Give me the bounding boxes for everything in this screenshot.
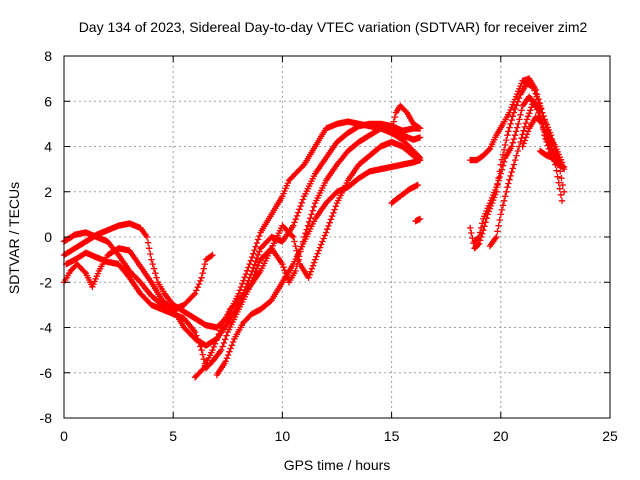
data-series — [60, 75, 568, 381]
x-tick-label: 15 — [384, 428, 400, 444]
y-tick-label: 6 — [44, 93, 52, 109]
y-axis-title: SDTVAR / TECUs — [6, 182, 22, 294]
chart-title: Day 134 of 2023, Sidereal Day-to-day VTE… — [79, 19, 588, 35]
data-point-markers — [412, 215, 424, 225]
y-tick-label: -2 — [40, 274, 53, 290]
data-point-markers — [213, 156, 424, 379]
data-point-markers — [519, 113, 563, 166]
y-tick-label: -6 — [40, 365, 53, 381]
x-axis-title: GPS time / hours — [284, 457, 391, 473]
series-6 — [388, 181, 421, 207]
x-tick-label: 10 — [275, 428, 291, 444]
series-7 — [388, 102, 424, 134]
series-13 — [519, 113, 563, 166]
x-tick-label: 25 — [602, 428, 618, 444]
y-tick-label: 2 — [44, 184, 52, 200]
data-point-markers — [388, 102, 424, 134]
plot-frame — [63, 55, 611, 419]
data-point-markers — [388, 181, 421, 207]
data-point-markers — [536, 147, 568, 173]
x-tick-label: 5 — [169, 428, 177, 444]
series-5 — [213, 156, 424, 379]
y-tick-label: 8 — [44, 48, 52, 64]
y-tick-label: -8 — [40, 410, 53, 426]
y-tick-label: 4 — [44, 139, 52, 155]
series-8 — [412, 215, 424, 225]
x-tick-label: 0 — [60, 428, 68, 444]
x-tick-label: 20 — [493, 428, 509, 444]
y-tick-label: 0 — [44, 229, 52, 245]
series-4 — [191, 138, 424, 381]
series-14 — [536, 147, 568, 173]
data-point-markers — [191, 138, 424, 381]
axes: 0 5 10 15 20 25 -8 -6 -4 -2 0 2 4 6 8 — [40, 48, 618, 444]
y-tick-label: -4 — [40, 320, 53, 336]
